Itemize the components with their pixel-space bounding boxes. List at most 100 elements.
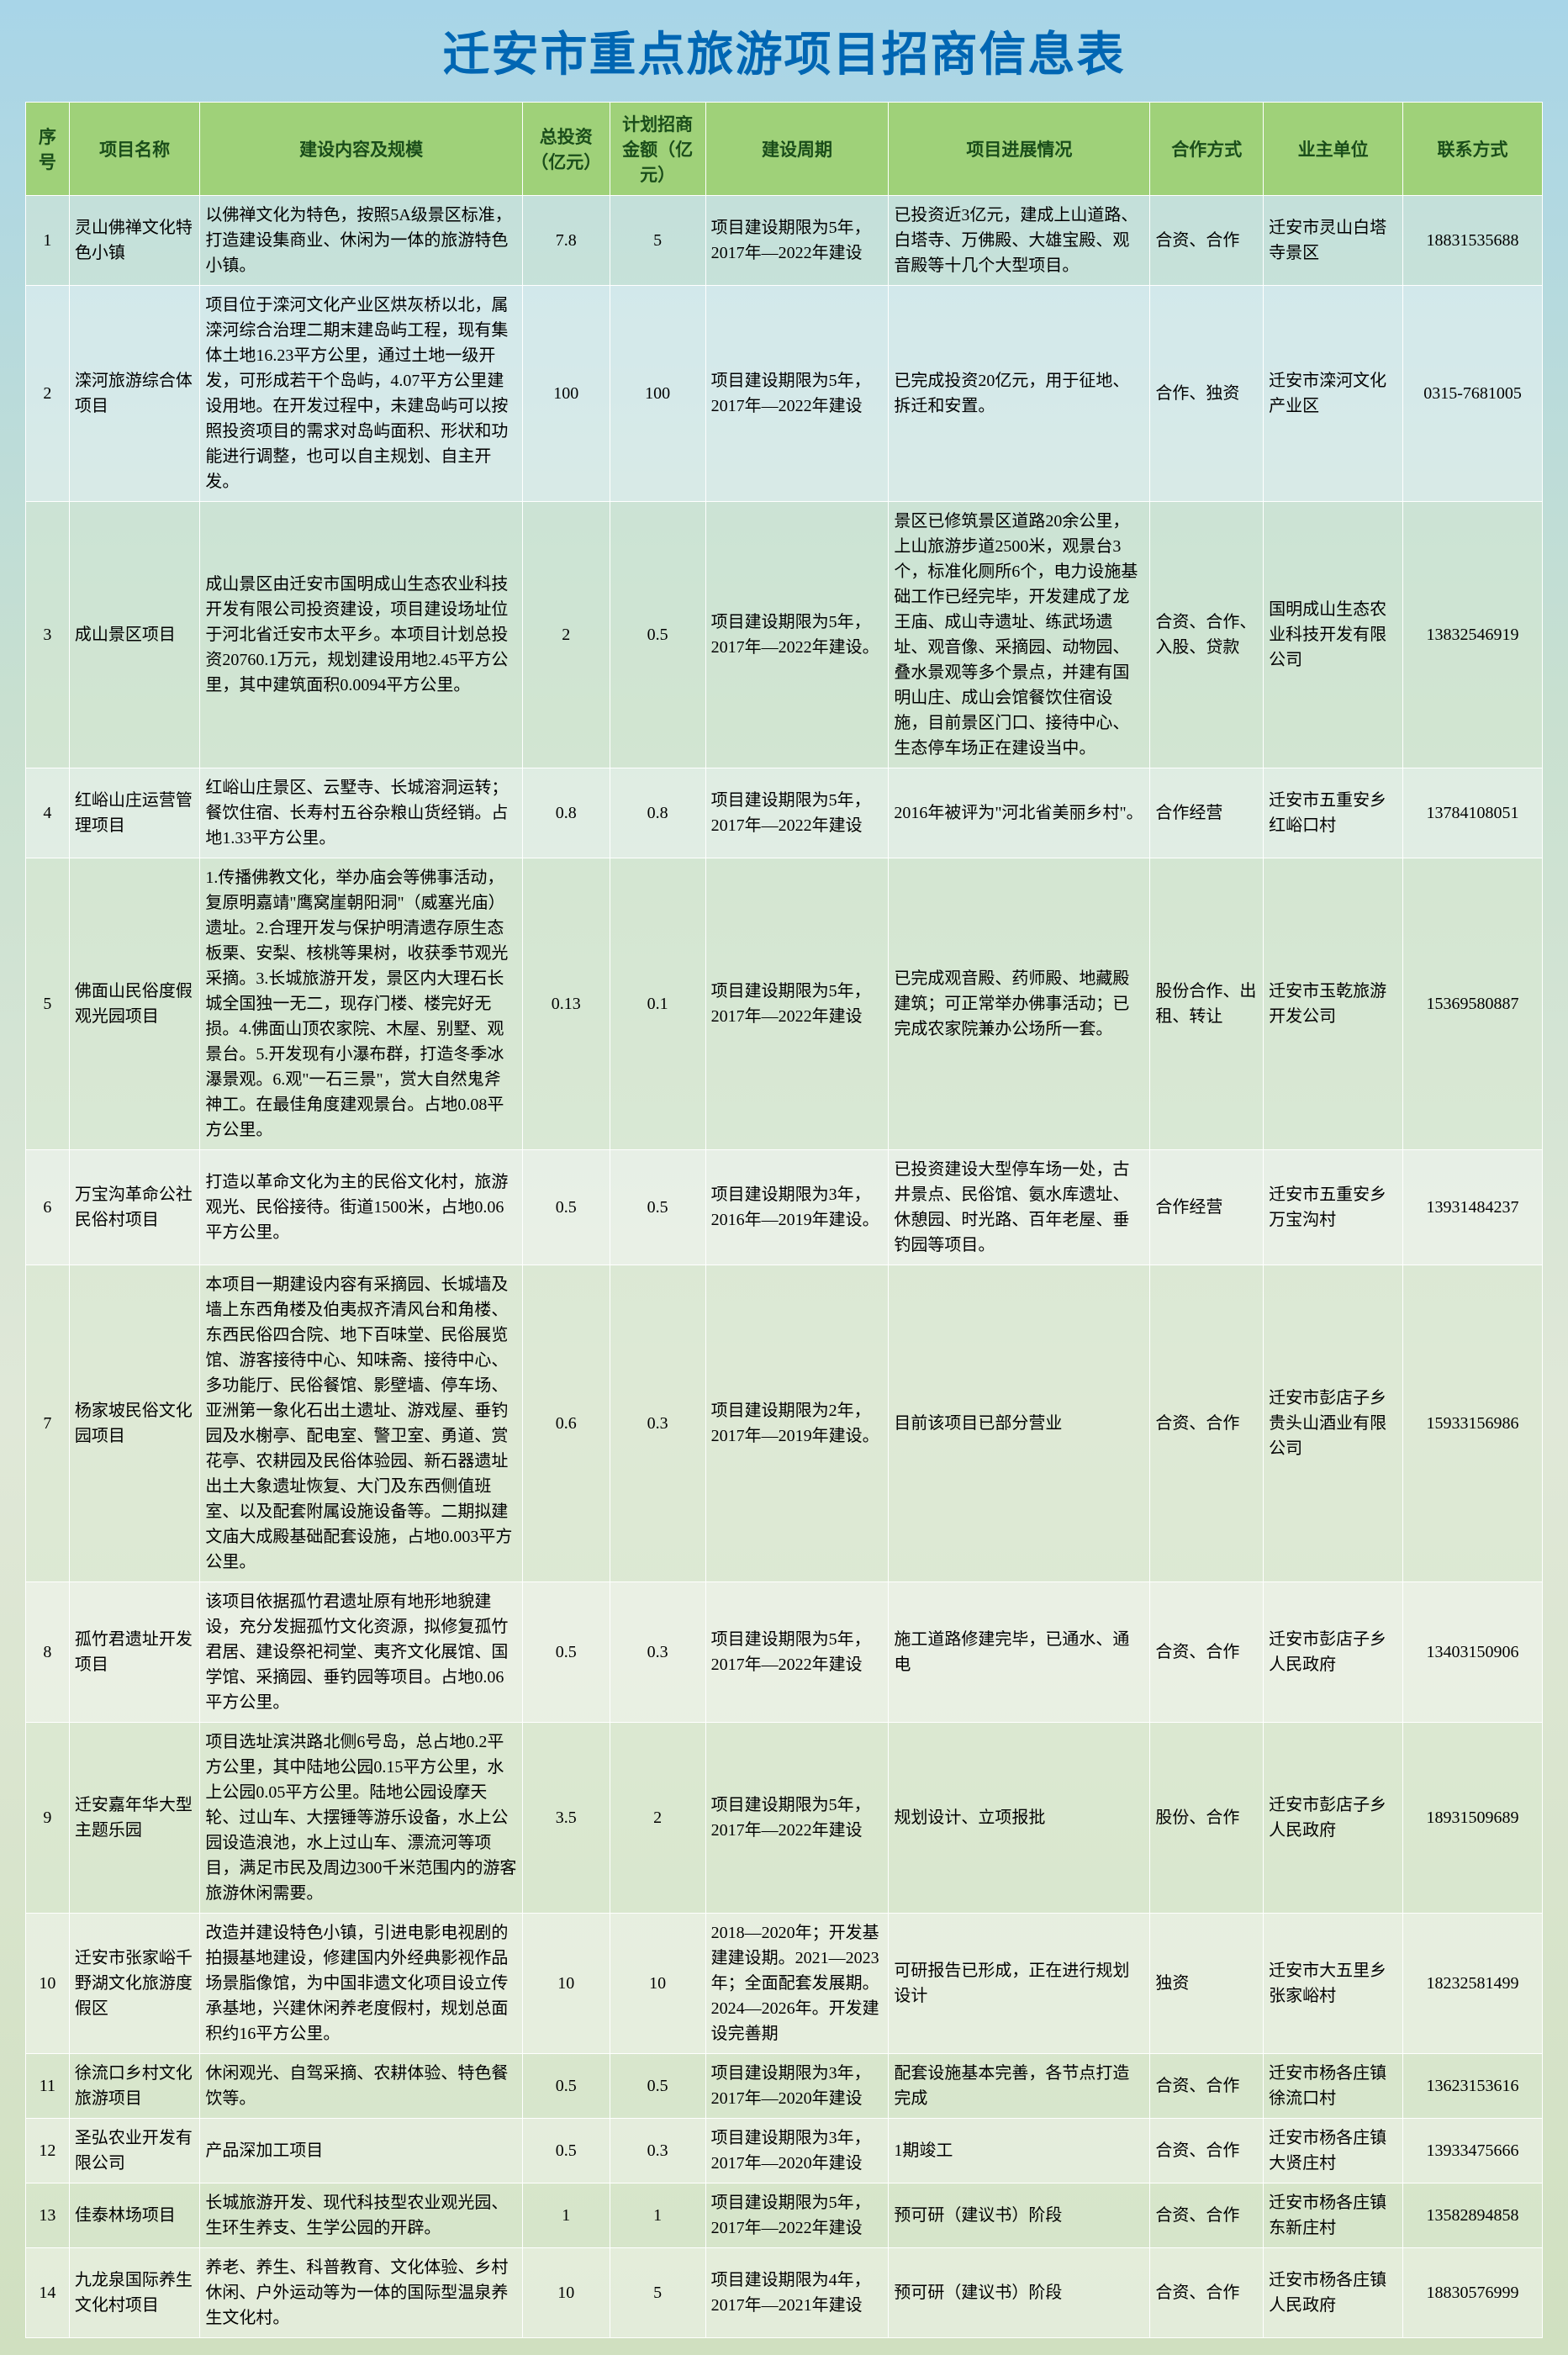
cell-invest: 0.5	[522, 1150, 610, 1265]
cell-seq: 1	[26, 196, 70, 286]
cell-content: 成山景区由迁安市国明成山生态农业科技开发有限公司投资建设，项目建设场址位于河北省…	[200, 502, 523, 768]
cell-contact: 13403150906	[1403, 1582, 1543, 1723]
cell-contact: 18830576999	[1403, 2248, 1543, 2338]
cell-seq: 4	[26, 768, 70, 858]
cell-coop: 合资、合作、入股、贷款	[1150, 502, 1264, 768]
cell-plan: 0.1	[610, 858, 705, 1150]
cell-period: 项目建设期限为5年，2017年—2022年建设	[705, 196, 889, 286]
cell-coop: 独资	[1150, 1914, 1264, 2054]
cell-seq: 5	[26, 858, 70, 1150]
th-contact: 联系方式	[1403, 103, 1543, 196]
cell-invest: 100	[522, 286, 610, 502]
th-seq: 序号	[26, 103, 70, 196]
cell-content: 长城旅游开发、现代科技型农业观光园、生环生养支、生学公园的开辟。	[200, 2183, 523, 2248]
cell-plan: 2	[610, 1723, 705, 1914]
cell-name: 佛面山民俗度假观光园项目	[69, 858, 200, 1150]
cell-owner: 迁安市大五里乡张家峪村	[1264, 1914, 1403, 2054]
cell-owner: 迁安市五重安乡万宝沟村	[1264, 1150, 1403, 1265]
cell-plan: 0.3	[610, 2119, 705, 2183]
cell-name: 迁安嘉年华大型主题乐园	[69, 1723, 200, 1914]
cell-owner: 迁安市滦河文化产业区	[1264, 286, 1403, 502]
cell-progress: 配套设施基本完善，各节点打造完成	[889, 2054, 1150, 2119]
projects-table: 序号 项目名称 建设内容及规模 总投资（亿元） 计划招商金额（亿元） 建设周期 …	[25, 102, 1543, 2338]
cell-name: 成山景区项目	[69, 502, 200, 768]
cell-content: 红峪山庄景区、云墅寺、长城溶洞运转；餐饮住宿、长寿村五谷杂粮山货经销。占地1.3…	[200, 768, 523, 858]
cell-owner: 迁安市五重安乡红峪口村	[1264, 768, 1403, 858]
cell-owner: 迁安市杨各庄镇东新庄村	[1264, 2183, 1403, 2248]
cell-period: 项目建设期限为2年，2017年—2019年建设。	[705, 1265, 889, 1582]
th-owner: 业主单位	[1264, 103, 1403, 196]
cell-contact: 13784108051	[1403, 768, 1543, 858]
cell-invest: 3.5	[522, 1723, 610, 1914]
table-row: 5佛面山民俗度假观光园项目1.传播佛教文化，举办庙会等佛事活动，复原明嘉靖"鹰窝…	[26, 858, 1543, 1150]
cell-name: 滦河旅游综合体项目	[69, 286, 200, 502]
header-row: 序号 项目名称 建设内容及规模 总投资（亿元） 计划招商金额（亿元） 建设周期 …	[26, 103, 1543, 196]
table-row: 13佳泰林场项目长城旅游开发、现代科技型农业观光园、生环生养支、生学公园的开辟。…	[26, 2183, 1543, 2248]
cell-period: 2018—2020年；开发基建建设期。2021—2023年；全面配套发展期。20…	[705, 1914, 889, 2054]
cell-seq: 12	[26, 2119, 70, 2183]
cell-progress: 2016年被评为"河北省美丽乡村"。	[889, 768, 1150, 858]
cell-content: 项目位于滦河文化产业区烘灰桥以北，属滦河综合治理二期末建岛屿工程，现有集体土地1…	[200, 286, 523, 502]
cell-owner: 迁安市灵山白塔寺景区	[1264, 196, 1403, 286]
cell-contact: 13623153616	[1403, 2054, 1543, 2119]
cell-seq: 6	[26, 1150, 70, 1265]
table-row: 8孤竹君遗址开发项目该项目依据孤竹君遗址原有地形地貌建设，充分发掘孤竹文化资源，…	[26, 1582, 1543, 1723]
cell-name: 万宝沟革命公社民俗村项目	[69, 1150, 200, 1265]
cell-plan: 10	[610, 1914, 705, 2054]
cell-period: 项目建设期限为5年，2017年—2022年建设	[705, 2183, 889, 2248]
cell-contact: 13582894858	[1403, 2183, 1543, 2248]
cell-plan: 1	[610, 2183, 705, 2248]
cell-progress: 施工道路修建完毕，已通水、通电	[889, 1582, 1150, 1723]
cell-invest: 0.5	[522, 1582, 610, 1723]
cell-progress: 已投资近3亿元，建成上山道路、白塔寺、万佛殿、大雄宝殿、观音殿等十几个大型项目。	[889, 196, 1150, 286]
cell-contact: 15369580887	[1403, 858, 1543, 1150]
cell-owner: 国明成山生态农业科技开发有限公司	[1264, 502, 1403, 768]
cell-content: 养老、养生、科普教育、文化体验、乡村休闲、户外运动等为一体的国际型温泉养生文化村…	[200, 2248, 523, 2338]
cell-invest: 7.8	[522, 196, 610, 286]
cell-seq: 13	[26, 2183, 70, 2248]
table-row: 6万宝沟革命公社民俗村项目打造以革命文化为主的民俗文化村，旅游观光、民俗接待。街…	[26, 1150, 1543, 1265]
cell-progress: 1期竣工	[889, 2119, 1150, 2183]
cell-invest: 0.8	[522, 768, 610, 858]
cell-progress: 预可研（建议书）阶段	[889, 2183, 1150, 2248]
cell-contact: 18931509689	[1403, 1723, 1543, 1914]
cell-invest: 0.5	[522, 2054, 610, 2119]
cell-name: 杨家坡民俗文化园项目	[69, 1265, 200, 1582]
cell-plan: 5	[610, 196, 705, 286]
cell-contact: 15933156986	[1403, 1265, 1543, 1582]
cell-contact: 0315-7681005	[1403, 286, 1543, 502]
cell-contact: 13931484237	[1403, 1150, 1543, 1265]
cell-content: 产品深加工项目	[200, 2119, 523, 2183]
cell-contact: 13933475666	[1403, 2119, 1543, 2183]
cell-seq: 10	[26, 1914, 70, 2054]
cell-coop: 股份合作、出租、转让	[1150, 858, 1264, 1150]
cell-period: 项目建设期限为3年，2017年—2020年建设	[705, 2054, 889, 2119]
cell-period: 项目建设期限为5年，2017年—2022年建设	[705, 286, 889, 502]
cell-owner: 迁安市彭店子乡人民政府	[1264, 1723, 1403, 1914]
cell-plan: 0.5	[610, 1150, 705, 1265]
cell-invest: 10	[522, 2248, 610, 2338]
cell-contact: 13832546919	[1403, 502, 1543, 768]
cell-progress: 已完成投资20亿元，用于征地、拆迁和安置。	[889, 286, 1150, 502]
cell-coop: 合作、独资	[1150, 286, 1264, 502]
cell-period: 项目建设期限为3年，2017年—2020年建设	[705, 2119, 889, 2183]
th-name: 项目名称	[69, 103, 200, 196]
cell-progress: 已投资建设大型停车场一处，古井景点、民俗馆、氨水库遗址、休憩园、时光路、百年老屋…	[889, 1150, 1150, 1265]
cell-invest: 0.6	[522, 1265, 610, 1582]
cell-plan: 0.8	[610, 768, 705, 858]
cell-name: 红峪山庄运营管理项目	[69, 768, 200, 858]
table-row: 14九龙泉国际养生文化村项目养老、养生、科普教育、文化体验、乡村休闲、户外运动等…	[26, 2248, 1543, 2338]
cell-contact: 18831535688	[1403, 196, 1543, 286]
cell-name: 佳泰林场项目	[69, 2183, 200, 2248]
table-row: 3成山景区项目成山景区由迁安市国明成山生态农业科技开发有限公司投资建设，项目建设…	[26, 502, 1543, 768]
th-content: 建设内容及规模	[200, 103, 523, 196]
table-row: 9迁安嘉年华大型主题乐园项目选址滨洪路北侧6号岛，总占地0.2平方公里，其中陆地…	[26, 1723, 1543, 1914]
cell-plan: 5	[610, 2248, 705, 2338]
cell-plan: 0.3	[610, 1582, 705, 1723]
cell-invest: 1	[522, 2183, 610, 2248]
table-row: 12圣弘农业开发有限公司产品深加工项目0.50.3项目建设期限为3年，2017年…	[26, 2119, 1543, 2183]
cell-coop: 合资、合作	[1150, 2183, 1264, 2248]
table-row: 1灵山佛禅文化特色小镇以佛禅文化为特色，按照5A级景区标准，打造建设集商业、休闲…	[26, 196, 1543, 286]
cell-period: 项目建设期限为5年，2017年—2022年建设。	[705, 502, 889, 768]
cell-contact: 18232581499	[1403, 1914, 1543, 2054]
